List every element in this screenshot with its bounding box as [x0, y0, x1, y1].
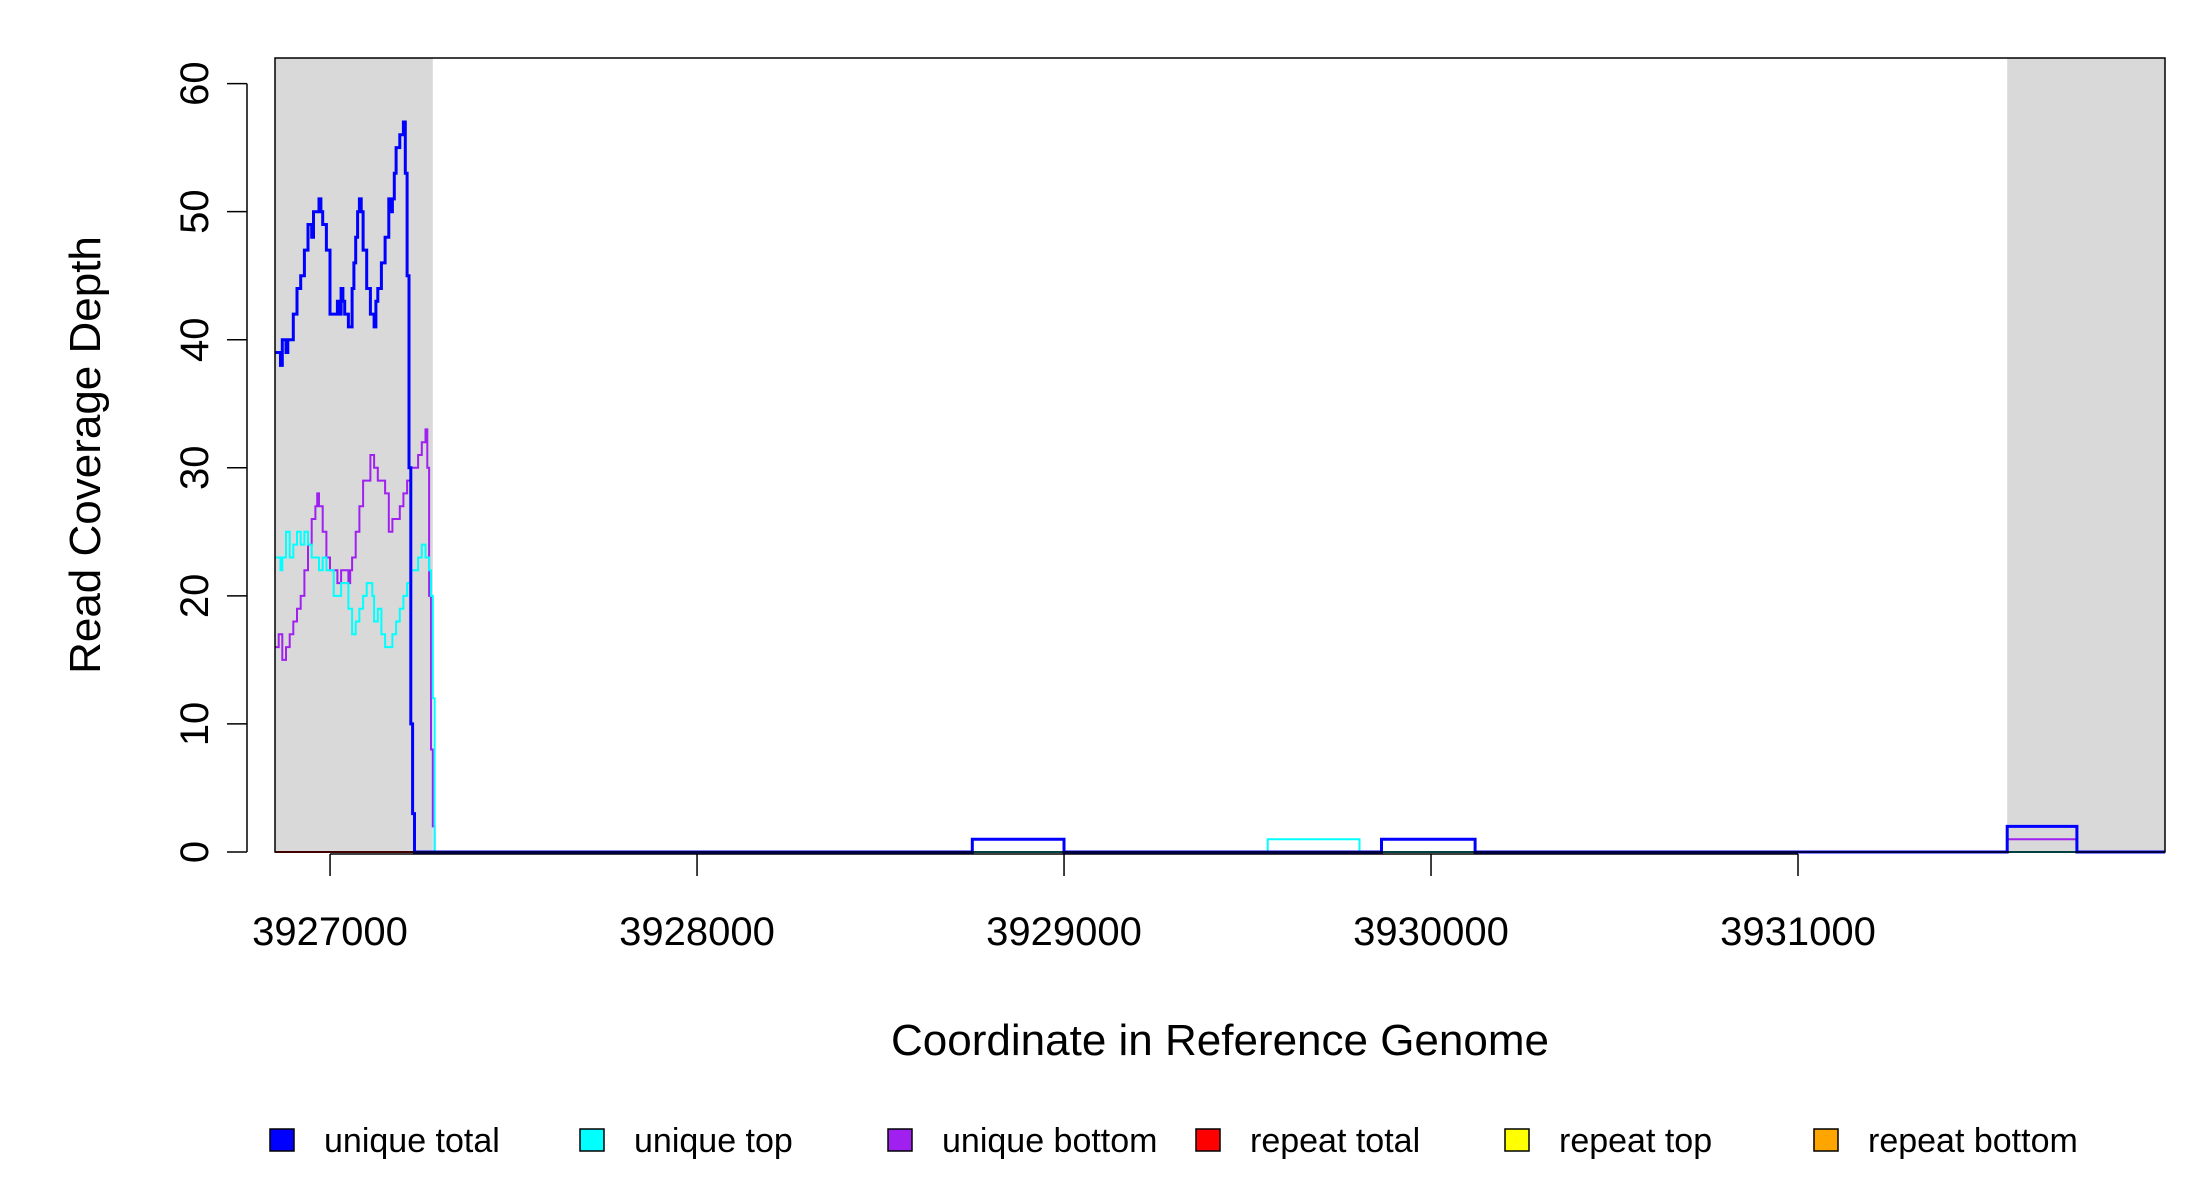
y-tick-label-0: 0 [173, 841, 217, 863]
x-tick-label-3929000: 3929000 [986, 910, 1142, 954]
legend-label-repeat-bottom: repeat bottom [1868, 1122, 2078, 1160]
x-axis-label: Coordinate in Reference Genome [891, 1016, 1549, 1065]
x-tick-label-3930000: 3930000 [1353, 910, 1509, 954]
series-line-unique-top [275, 530, 2165, 853]
legend-swatch-repeat-total [1195, 1128, 1221, 1152]
x-tick-label-3928000: 3928000 [619, 910, 775, 954]
y-tick-label-60: 60 [173, 61, 217, 106]
legend-label-unique-total: unique total [324, 1122, 500, 1160]
y-tick-label-10: 10 [173, 702, 217, 747]
shaded-regions [275, 58, 2165, 852]
y-tick-label-30: 30 [173, 446, 217, 491]
legend-swatch-repeat-bottom [1813, 1128, 1839, 1152]
x-tick-label-3931000: 3931000 [1720, 910, 1876, 954]
legend-swatch-unique-total [269, 1128, 295, 1152]
legend-swatch-unique-bottom [887, 1128, 913, 1152]
series-line-unique-total [275, 120, 2165, 854]
legend-swatch-unique-top [579, 1128, 605, 1152]
legend: unique total unique top unique bottom repea… [269, 1122, 2078, 1160]
legend-label-repeat-total: repeat total [1250, 1122, 1420, 1160]
x-axis: 3927000 3928000 3929000 3930000 3931000 [252, 853, 1876, 954]
series-line-unique-bottom [275, 428, 2165, 853]
plot-frame [274, 57, 2166, 853]
legend-label-repeat-top: repeat top [1559, 1122, 1712, 1160]
shaded-region-2 [2007, 58, 2165, 852]
y-tick-label-20: 20 [173, 574, 217, 619]
legend-swatch-repeat-top [1504, 1128, 1530, 1152]
y-axis: 0 10 20 30 40 50 60 [173, 61, 248, 863]
legend-label-unique-top: unique top [634, 1122, 793, 1160]
y-tick-label-50: 50 [173, 189, 217, 234]
y-axis-label: Read Coverage Depth [61, 236, 110, 674]
y-tick-label-40: 40 [173, 317, 217, 362]
series-lines [275, 120, 2165, 854]
x-tick-label-3927000: 3927000 [252, 910, 408, 954]
legend-label-unique-bottom: unique bottom [942, 1122, 1158, 1160]
